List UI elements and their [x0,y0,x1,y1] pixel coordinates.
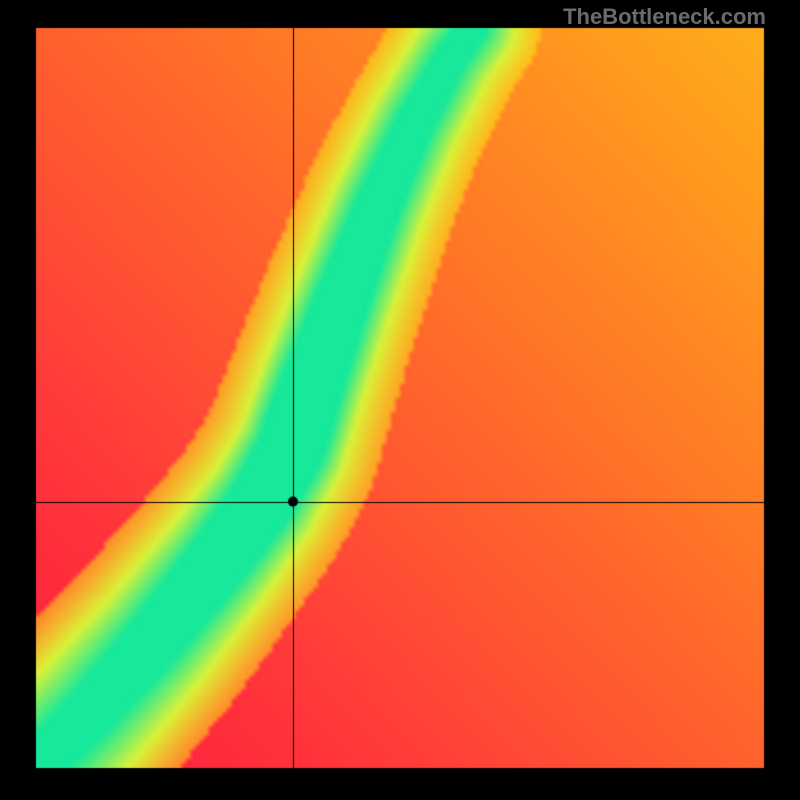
chart-container: TheBottleneck.com [0,0,800,800]
watermark-text: TheBottleneck.com [563,4,766,30]
heatmap-canvas [0,0,800,800]
